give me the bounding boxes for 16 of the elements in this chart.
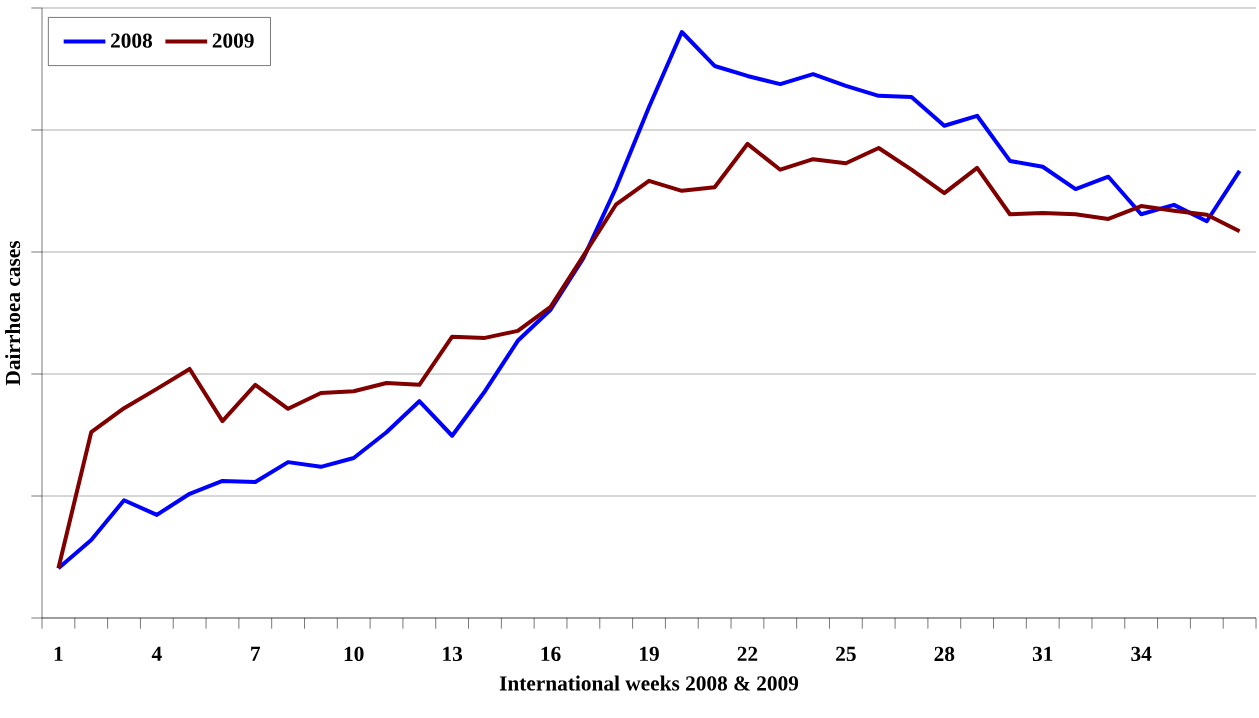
x-tick-label: 4 — [151, 646, 162, 661]
legend-label: 2009 — [212, 33, 254, 48]
y-axis-title: Dairrhoea cases — [5, 240, 21, 386]
x-tick-label: 25 — [836, 646, 856, 662]
x-tick-label: 7 — [251, 646, 261, 661]
legend-label: 2008 — [110, 33, 153, 48]
x-tick-label: 19 — [640, 646, 659, 662]
x-tick-label: 1 — [54, 646, 63, 661]
x-tick-label: 28 — [934, 646, 955, 662]
x-tick-label: 22 — [737, 646, 758, 661]
x-tick-label: 13 — [443, 646, 463, 662]
x-tick-label: 34 — [1131, 646, 1152, 662]
x-tick-label: 10 — [344, 646, 364, 662]
x-tick-label: 16 — [541, 646, 561, 662]
x-tick-label: 31 — [1032, 646, 1053, 662]
x-axis-title: International weeks 2008 & 2009 — [499, 675, 799, 691]
